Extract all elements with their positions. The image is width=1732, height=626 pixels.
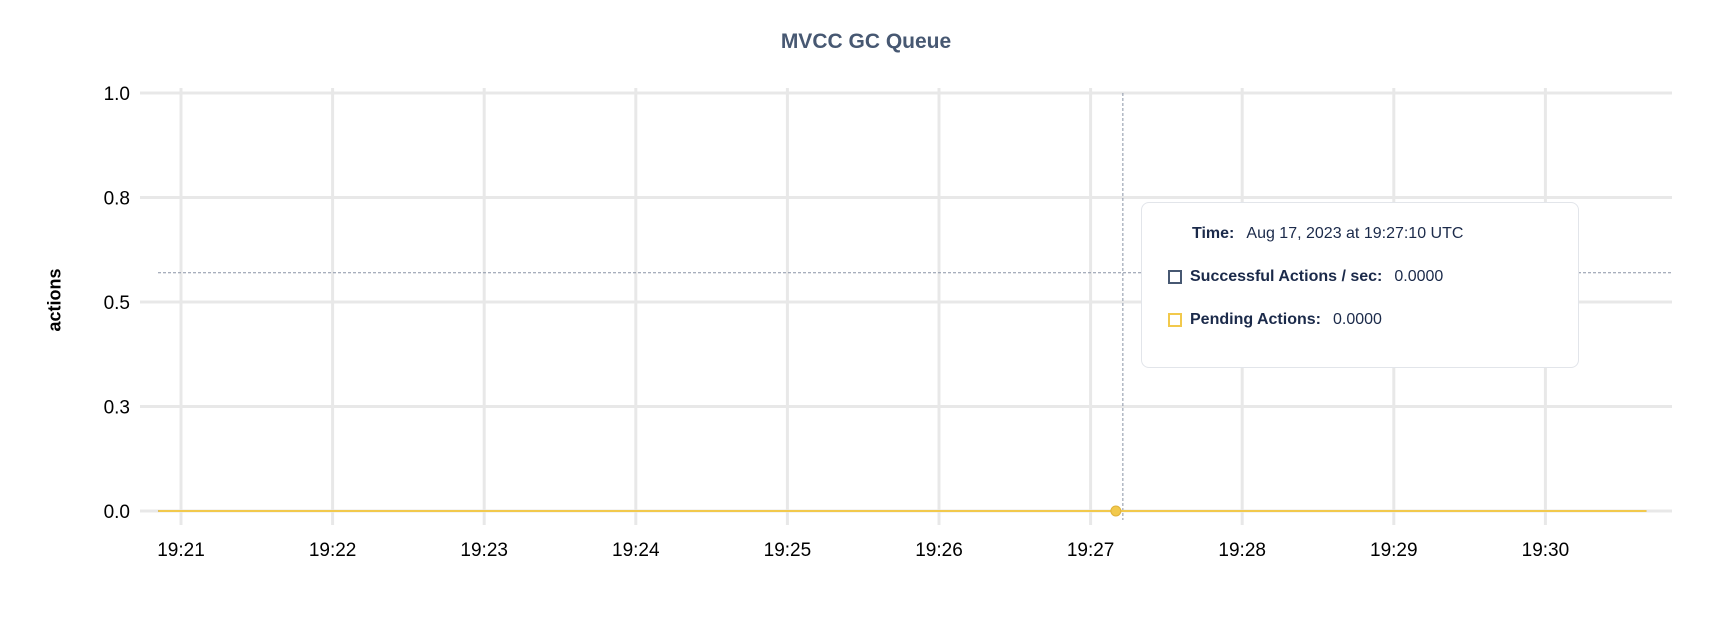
x-tick-label: 19:30 (1522, 540, 1570, 561)
x-tick-label: 19:29 (1370, 540, 1418, 561)
x-tick-label: 19:24 (612, 540, 660, 561)
tooltip-time-value: Aug 17, 2023 at 19:27:10 UTC (1246, 225, 1464, 242)
legend-swatch-successful (1168, 270, 1182, 284)
tooltip-series-value: 0.0000 (1394, 268, 1444, 285)
x-tick-label: 19:28 (1218, 540, 1266, 561)
tooltip-series-label: Pending Actions: (1190, 311, 1321, 328)
hover-tooltip: Time: Aug 17, 2023 at 19:27:10 UTC Succe… (1141, 202, 1579, 368)
hover-point (1110, 505, 1122, 517)
legend-swatch-pending (1168, 313, 1182, 327)
tooltip-series-label: Successful Actions / sec: (1190, 268, 1383, 285)
x-tick-label: 19:23 (460, 540, 508, 561)
x-tick-label: 19:27 (1067, 540, 1115, 561)
y-tick-label: 1.0 (104, 84, 130, 105)
y-tick-label: 0.5 (104, 293, 130, 314)
tooltip-series-value: 0.0000 (1332, 311, 1382, 328)
tooltip-time-label: Time: (1192, 225, 1235, 242)
x-tick-label: 19:26 (915, 540, 963, 561)
chart-title: MVCC GC Queue (780, 30, 952, 53)
y-tick-label: 0.8 (104, 189, 130, 210)
x-tick-label: 19:25 (764, 540, 812, 561)
x-tick-label: 19:21 (157, 540, 205, 561)
x-tick-label: 19:22 (309, 540, 357, 561)
y-tick-label: 0.3 (104, 398, 130, 419)
y-tick-label: 0.0 (104, 502, 130, 523)
